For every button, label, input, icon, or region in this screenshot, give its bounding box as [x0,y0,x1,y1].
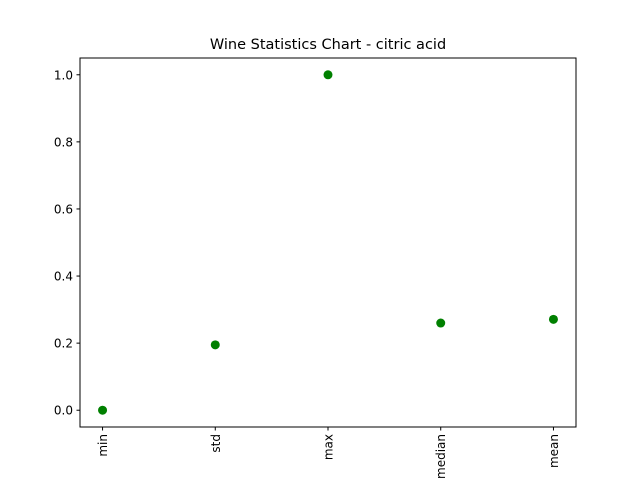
chart-title: Wine Statistics Chart - citric acid [210,37,446,53]
x-tick-label: min [96,434,110,457]
data-point [436,318,446,328]
x-tick-label: std [209,434,223,453]
x-tick-label: max [322,434,336,460]
y-tick-label: 0.8 [54,135,73,149]
y-tick-label: 0.2 [54,337,73,351]
data-points [98,70,558,415]
data-point [323,70,333,80]
plot-frame [79,57,577,428]
x-tick-label: mean [547,434,561,468]
x-tick-label: median [434,434,448,479]
y-tick-label: 0.4 [54,270,73,284]
data-point [548,314,558,324]
y-tick-label: 0.6 [54,202,73,216]
data-point [210,340,220,350]
y-tick-label: 1.0 [54,68,73,82]
x-axis: min std max median mean [96,427,561,479]
y-tick-label: 0.0 [54,404,73,418]
data-point [98,405,108,415]
y-axis: 0.0 0.2 0.4 0.6 0.8 1.0 [54,68,80,418]
